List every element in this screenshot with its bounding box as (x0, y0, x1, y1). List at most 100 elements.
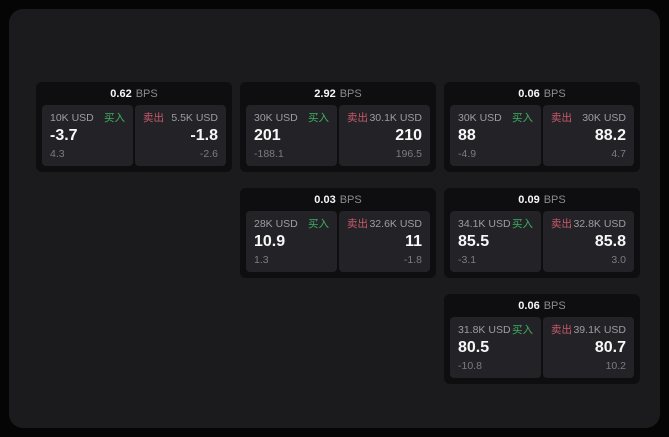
sell-tag: 卖出 (347, 218, 368, 230)
sell-amount: 30K USD (582, 112, 626, 124)
sell-tile-header: 卖出 32.6K USD (347, 218, 422, 230)
buy-tag: 买入 (512, 218, 533, 230)
sell-tag: 卖出 (551, 112, 572, 124)
buy-price: 80.5 (458, 339, 490, 356)
sell-amount: 30.1K USD (369, 112, 422, 124)
buy-tile[interactable]: 28K USD 买入 10.9 1.3 (246, 211, 337, 272)
buy-amount: 31.8K USD (458, 324, 511, 336)
buy-change: -10.8 (458, 360, 482, 372)
buy-tile[interactable]: 30K USD 买入 88 -4.9 (450, 105, 541, 166)
sell-tag: 卖出 (143, 112, 164, 124)
bps-unit-label: BPS (339, 194, 362, 206)
quotes-panel: 0.62 BPS 10K USD 买入 -3.7 4.3 卖出 5.5K USD … (9, 9, 660, 428)
buy-amount: 30K USD (458, 112, 502, 124)
sell-tile[interactable]: 卖出 39.1K USD 80.7 10.2 (543, 317, 634, 378)
buy-tile[interactable]: 31.8K USD 买入 80.5 -10.8 (450, 317, 541, 378)
sell-price: 210 (395, 127, 422, 144)
buy-amount: 34.1K USD (458, 218, 511, 230)
card-header: 0.62 BPS (42, 86, 226, 102)
bps-unit-label: BPS (543, 194, 566, 206)
sell-amount: 32.6K USD (369, 218, 422, 230)
buy-price: 85.5 (458, 233, 490, 250)
bps-value: 0.03 (314, 194, 336, 206)
sell-tile-header: 卖出 39.1K USD (551, 324, 626, 336)
buy-tile-header: 28K USD 买入 (254, 218, 329, 230)
bps-value: 0.62 (110, 88, 132, 100)
bps-unit-label: BPS (339, 88, 362, 100)
sell-change: -1.8 (403, 254, 422, 266)
buy-change: 4.3 (50, 148, 65, 160)
buy-tile-header: 30K USD 买入 (458, 112, 533, 124)
card-header: 2.92 BPS (246, 86, 430, 102)
buy-tile[interactable]: 30K USD 买入 201 -188.1 (246, 105, 337, 166)
sell-price: 88.2 (594, 127, 626, 144)
sell-change: 10.2 (605, 360, 626, 372)
bps-value: 0.06 (518, 300, 540, 312)
sell-price: 80.7 (594, 339, 626, 356)
sell-change: 3.0 (611, 254, 626, 266)
quote-card[interactable]: 0.06 BPS 31.8K USD 买入 80.5 -10.8 卖出 39.1K… (444, 294, 640, 384)
sell-tag: 卖出 (551, 324, 572, 336)
buy-change: -3.1 (458, 254, 477, 266)
sell-tile-header: 卖出 30K USD (551, 112, 626, 124)
sell-price: -1.8 (190, 127, 218, 144)
cards-grid: 0.62 BPS 10K USD 买入 -3.7 4.3 卖出 5.5K USD … (36, 82, 640, 384)
buy-tile-header: 10K USD 买入 (50, 112, 125, 124)
buy-tile[interactable]: 34.1K USD 买入 85.5 -3.1 (450, 211, 541, 272)
buy-tag: 买入 (308, 218, 329, 230)
card-body: 10K USD 买入 -3.7 4.3 卖出 5.5K USD -1.8 -2.… (42, 105, 226, 166)
bps-unit-label: BPS (543, 88, 566, 100)
sell-change: 4.7 (611, 148, 626, 160)
buy-tile-header: 34.1K USD 买入 (458, 218, 533, 230)
sell-change: 196.5 (395, 148, 422, 160)
buy-tag: 买入 (512, 324, 533, 336)
quote-card[interactable]: 0.62 BPS 10K USD 买入 -3.7 4.3 卖出 5.5K USD … (36, 82, 232, 172)
sell-tile[interactable]: 卖出 5.5K USD -1.8 -2.6 (135, 105, 226, 166)
card-body: 30K USD 买入 201 -188.1 卖出 30.1K USD 210 1… (246, 105, 430, 166)
card-body: 28K USD 买入 10.9 1.3 卖出 32.6K USD 11 -1.8 (246, 211, 430, 272)
card-header: 0.06 BPS (450, 298, 634, 314)
sell-price: 85.8 (594, 233, 626, 250)
quote-card[interactable]: 0.06 BPS 30K USD 买入 88 -4.9 卖出 30K USD 88… (444, 82, 640, 172)
buy-change: -4.9 (458, 148, 477, 160)
card-header: 0.06 BPS (450, 86, 634, 102)
buy-price: 10.9 (254, 233, 286, 250)
card-header: 0.03 BPS (246, 192, 430, 208)
card-header: 0.09 BPS (450, 192, 634, 208)
buy-tile-header: 30K USD 买入 (254, 112, 329, 124)
quote-card[interactable]: 0.09 BPS 34.1K USD 买入 85.5 -3.1 卖出 32.8K … (444, 188, 640, 278)
buy-change: 1.3 (254, 254, 269, 266)
sell-amount: 5.5K USD (171, 112, 218, 124)
sell-tile[interactable]: 卖出 32.6K USD 11 -1.8 (339, 211, 430, 272)
buy-price: -3.7 (50, 127, 78, 144)
quote-card[interactable]: 0.03 BPS 28K USD 买入 10.9 1.3 卖出 32.6K USD… (240, 188, 436, 278)
sell-tile[interactable]: 卖出 30K USD 88.2 4.7 (543, 105, 634, 166)
buy-tile-header: 31.8K USD 买入 (458, 324, 533, 336)
buy-tag: 买入 (512, 112, 533, 124)
sell-price: 11 (405, 233, 422, 250)
sell-tile-header: 卖出 30.1K USD (347, 112, 422, 124)
buy-amount: 30K USD (254, 112, 298, 124)
bps-value: 2.92 (314, 88, 336, 100)
sell-tile[interactable]: 卖出 32.8K USD 85.8 3.0 (543, 211, 634, 272)
buy-price: 201 (254, 127, 281, 144)
sell-tile[interactable]: 卖出 30.1K USD 210 196.5 (339, 105, 430, 166)
card-body: 34.1K USD 买入 85.5 -3.1 卖出 32.8K USD 85.8… (450, 211, 634, 272)
quote-card[interactable]: 2.92 BPS 30K USD 买入 201 -188.1 卖出 30.1K U… (240, 82, 436, 172)
card-body: 30K USD 买入 88 -4.9 卖出 30K USD 88.2 4.7 (450, 105, 634, 166)
buy-change: -188.1 (254, 148, 284, 160)
sell-tag: 卖出 (347, 112, 368, 124)
bps-value: 0.06 (518, 88, 540, 100)
sell-amount: 39.1K USD (573, 324, 626, 336)
buy-tag: 买入 (104, 112, 125, 124)
sell-change: -2.6 (199, 148, 218, 160)
buy-tile[interactable]: 10K USD 买入 -3.7 4.3 (42, 105, 133, 166)
buy-tag: 买入 (308, 112, 329, 124)
bps-unit-label: BPS (543, 300, 566, 312)
card-body: 31.8K USD 买入 80.5 -10.8 卖出 39.1K USD 80.… (450, 317, 634, 378)
bps-value: 0.09 (518, 194, 540, 206)
sell-amount: 32.8K USD (573, 218, 626, 230)
buy-amount: 10K USD (50, 112, 94, 124)
buy-amount: 28K USD (254, 218, 298, 230)
